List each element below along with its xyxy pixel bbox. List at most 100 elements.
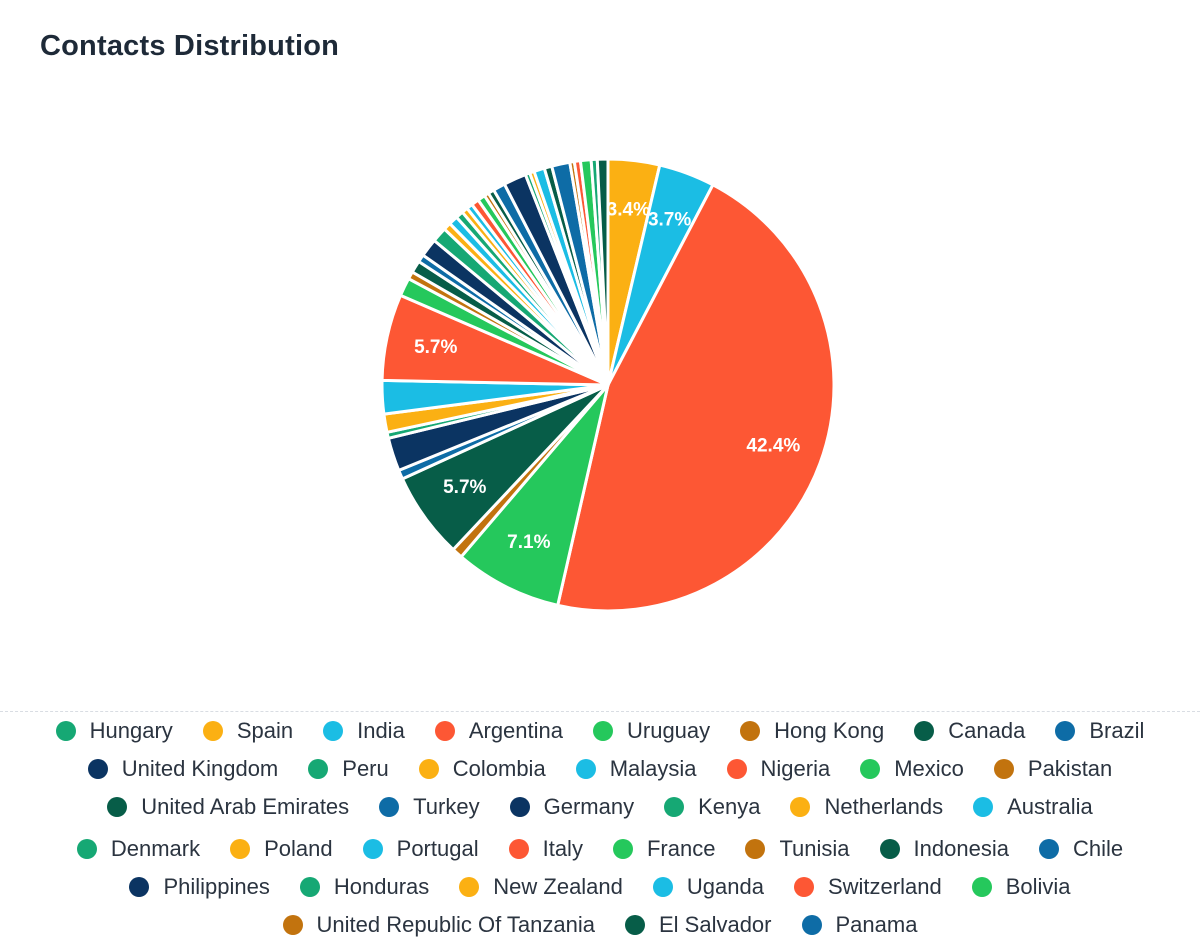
- legend-divider: [0, 711, 1200, 712]
- legend-item-uruguay[interactable]: Uruguay: [593, 713, 710, 749]
- legend-item-brazil[interactable]: Brazil: [1055, 713, 1144, 749]
- legend-dot: [76, 839, 97, 859]
- legend-dot: [914, 721, 935, 741]
- legend-label: Panama: [835, 912, 918, 937]
- pie-slice-uruguay[interactable]: [459, 383, 610, 607]
- legend-item-chile[interactable]: Chile: [1038, 831, 1123, 867]
- legend-label: Poland: [264, 836, 333, 861]
- legend-label: Hong Kong: [774, 718, 885, 743]
- legend-item-panama[interactable]: Panama: [801, 907, 918, 943]
- legend-label: Colombia: [452, 756, 546, 781]
- legend-dot: [973, 797, 994, 817]
- legend-item-new-zealand[interactable]: New Zealand: [459, 869, 623, 905]
- legend-label: El Salvador: [658, 912, 772, 937]
- legend-dot: [230, 839, 251, 859]
- legend-dot: [575, 759, 596, 779]
- legend-label: United Arab Emirates: [141, 794, 350, 819]
- legend-label: Denmark: [110, 836, 201, 861]
- legend-item-switzerland[interactable]: Switzerland: [793, 869, 942, 905]
- pie-slice-argentina[interactable]: [556, 183, 836, 613]
- legend-item-india[interactable]: India: [323, 713, 405, 749]
- legend-item-bolivia[interactable]: Bolivia: [971, 869, 1071, 905]
- legend-dot: [107, 797, 128, 817]
- legend-item-spain[interactable]: Spain: [202, 713, 294, 749]
- legend-dot: [87, 759, 108, 779]
- legend-label: Malaysia: [609, 756, 697, 781]
- legend-item-united-kingdom[interactable]: United Kingdom: [87, 751, 278, 787]
- legend-item-denmark[interactable]: Denmark: [76, 831, 201, 867]
- legend-label: France: [646, 836, 716, 861]
- legend-label: Hungary: [89, 718, 173, 743]
- legend-dot: [508, 839, 529, 859]
- legend-label: Indonesia: [913, 836, 1009, 861]
- legend-label: Portugal: [396, 836, 479, 861]
- legend-label: Kenya: [698, 794, 761, 819]
- legend-item-tunisia[interactable]: Tunisia: [745, 831, 850, 867]
- legend-item-nigeria[interactable]: Nigeria: [726, 751, 830, 787]
- legend-item-uganda[interactable]: Uganda: [652, 869, 764, 905]
- data-label-india: 3.7%: [648, 209, 691, 230]
- legend-dot: [202, 721, 223, 741]
- legend-item-hong-kong[interactable]: Hong Kong: [740, 713, 884, 749]
- legend-dot: [308, 759, 329, 779]
- legend-dot: [971, 877, 992, 897]
- legend-item-malaysia[interactable]: Malaysia: [575, 751, 697, 787]
- legend-dot: [55, 721, 76, 741]
- legend-dot: [726, 759, 747, 779]
- legend-item-canada[interactable]: Canada: [914, 713, 1025, 749]
- legend-item-portugal[interactable]: Portugal: [362, 831, 479, 867]
- legend-dot: [593, 721, 613, 741]
- legend-item-netherlands[interactable]: Netherlands: [790, 789, 943, 825]
- legend-item-el-salvador[interactable]: El Salvador: [624, 907, 772, 943]
- legend-label: Switzerland: [827, 874, 942, 899]
- legend-item-united-arab-emirates[interactable]: United Arab Emirates: [107, 789, 349, 825]
- legend-item-turkey[interactable]: Turkey: [379, 789, 480, 825]
- legend-item-kenya[interactable]: Kenya: [664, 789, 760, 825]
- legend-item-mexico[interactable]: Mexico: [860, 751, 964, 787]
- legend-item-indonesia[interactable]: Indonesia: [879, 831, 1009, 867]
- legend-label: New Zealand: [493, 874, 623, 899]
- legend-dot: [624, 915, 645, 935]
- legend-label: Philippines: [163, 874, 270, 899]
- legend-item-hungary[interactable]: Hungary: [55, 713, 173, 749]
- legend-item-germany[interactable]: Germany: [509, 789, 634, 825]
- data-label-argentina: 42.4%: [746, 436, 800, 457]
- legend-item-france[interactable]: France: [612, 831, 716, 867]
- legend-dot: [993, 759, 1014, 779]
- legend-item-poland[interactable]: Poland: [230, 831, 333, 867]
- data-label-spain: 3.4%: [607, 199, 650, 220]
- legend-item-australia[interactable]: Australia: [973, 789, 1093, 825]
- legend-label: Brazil: [1089, 718, 1145, 743]
- legend-item-italy[interactable]: Italy: [508, 831, 583, 867]
- legend-dot: [652, 877, 673, 897]
- legend-item-argentina[interactable]: Argentina: [434, 713, 563, 749]
- legend-dot: [790, 797, 811, 817]
- legend-dot: [434, 721, 455, 741]
- legend-label: Spain: [236, 718, 294, 743]
- legend-label: Uruguay: [627, 718, 711, 743]
- legend-dot: [612, 839, 633, 859]
- data-label-uruguay: 7.1%: [507, 532, 550, 553]
- legend-label: Honduras: [333, 874, 430, 899]
- legend-item-colombia[interactable]: Colombia: [418, 751, 546, 787]
- legend-dot: [801, 915, 822, 935]
- legend-item-peru[interactable]: Peru: [308, 751, 389, 787]
- legend-dot: [745, 839, 766, 859]
- legend-label: Peru: [342, 756, 389, 781]
- legend-dot: [418, 759, 439, 779]
- legend-dot: [1038, 839, 1059, 859]
- legend-dot: [299, 877, 320, 897]
- chart-legend: Hungary Spain India Argentina Uruguay Hong Ko…: [0, 712, 1200, 950]
- legend-label: Pakistan: [1027, 756, 1113, 781]
- pie-slice-el-salvador-2[interactable]: [595, 157, 610, 387]
- legend-label: Mexico: [894, 756, 964, 781]
- legend-item-pakistan[interactable]: Pakistan: [993, 751, 1113, 787]
- legend-dot: [740, 721, 761, 741]
- legend-dot: [664, 797, 685, 817]
- data-label-nigeria: 5.7%: [414, 337, 457, 358]
- legend-dot: [282, 915, 303, 935]
- legend-item-honduras[interactable]: Honduras: [299, 869, 430, 905]
- legend-item-united-republic-of-tanzania[interactable]: United Republic Of Tanzania: [282, 907, 595, 943]
- legend-dot: [323, 721, 344, 741]
- legend-item-philippines[interactable]: Philippines: [129, 869, 270, 905]
